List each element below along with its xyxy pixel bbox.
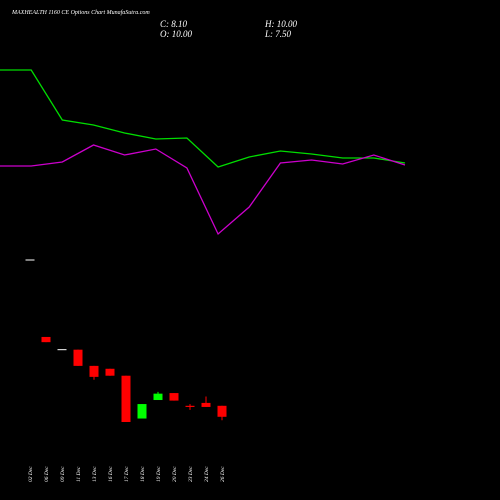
x-tick-label: 20 Dec xyxy=(172,466,178,482)
x-tick-label: 11 Dec xyxy=(76,466,82,482)
x-tick-label: 16 Dec xyxy=(108,466,114,482)
ohlc-open: O: 10.00 xyxy=(160,29,192,39)
x-tick-label: 13 Dec xyxy=(92,466,98,482)
ohlc-high: H: 10.00 xyxy=(264,19,297,29)
x-tick-label: 17 Dec xyxy=(124,466,130,482)
candle-body xyxy=(105,368,115,376)
candle-body xyxy=(201,402,211,407)
candle-body xyxy=(73,349,83,366)
candle-body xyxy=(217,405,227,417)
candle-body xyxy=(41,336,51,343)
indicator-line xyxy=(0,69,406,168)
x-tick-label: 02 Dec xyxy=(28,466,34,482)
x-tick-label: 23 Dec xyxy=(188,466,194,482)
x-tick-label: 09 Dec xyxy=(60,466,66,482)
x-tick-label: 26 Dec xyxy=(220,466,226,482)
candle-body xyxy=(89,365,99,377)
x-tick-label: 24 Dec xyxy=(203,466,210,482)
x-tick-label: 18 Dec xyxy=(140,466,146,482)
candle-body xyxy=(137,404,147,419)
ohlc-close: C: 8.10 xyxy=(160,19,188,29)
ohlc-low: L: 7.50 xyxy=(264,29,292,39)
candle-body xyxy=(169,393,179,401)
x-tick-label: 06 Dec xyxy=(44,466,50,482)
candle-body xyxy=(121,375,131,422)
chart-title: MAXHEALTH 1160 CE Options Chart MunafaSu… xyxy=(11,9,150,16)
candle-body xyxy=(153,393,163,401)
indicator-line xyxy=(0,144,406,236)
candle-body xyxy=(185,405,195,407)
x-tick-label: 19 Dec xyxy=(156,466,162,482)
